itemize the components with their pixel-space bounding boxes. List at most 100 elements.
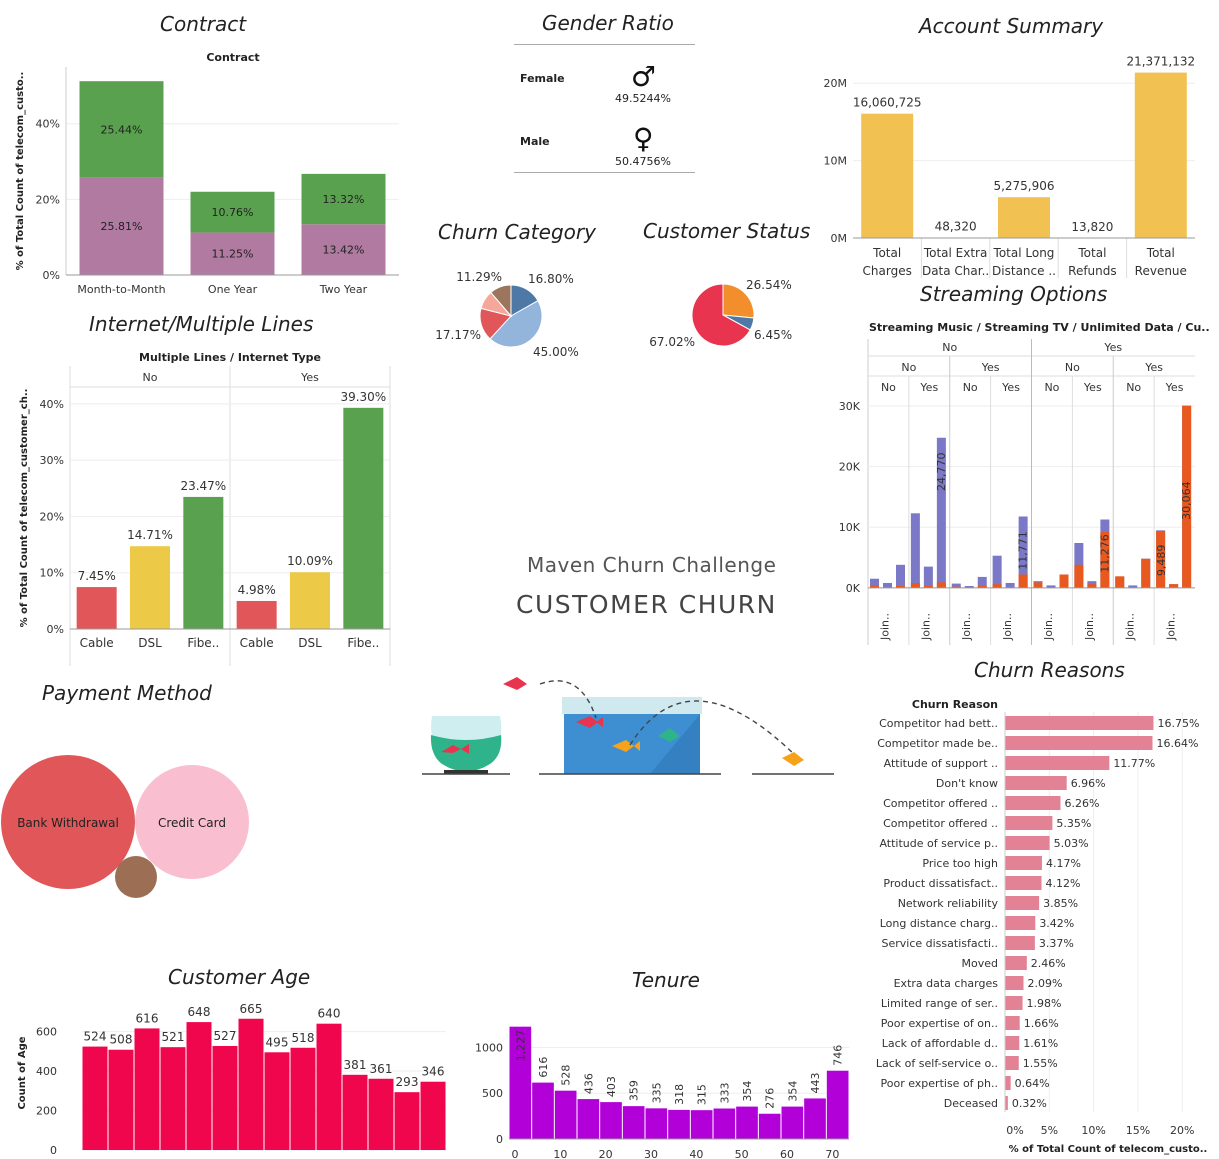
internet-bar bbox=[290, 572, 330, 629]
fishbowl-icon bbox=[430, 716, 502, 774]
streaming-bar-overlay bbox=[977, 586, 987, 588]
contract-bar bbox=[190, 191, 275, 233]
tenure-bar-label: 318 bbox=[673, 1084, 686, 1105]
streaming-bar-overlay bbox=[1018, 574, 1028, 588]
age-bar-label: 346 bbox=[422, 1065, 445, 1079]
streaming-bar-overlay bbox=[936, 582, 946, 588]
internet-x-tick: Fibe.. bbox=[187, 636, 219, 650]
tenure-bar-label: 528 bbox=[560, 1065, 573, 1086]
churn-reasons-category: Price too high bbox=[922, 857, 998, 870]
aquarium-icon bbox=[562, 697, 702, 774]
streaming-bar bbox=[923, 566, 933, 588]
churn-reasons-bar-label: 1.66% bbox=[1024, 1017, 1059, 1030]
tenure-bar bbox=[577, 1099, 600, 1139]
churn-reasons-bar-label: 6.96% bbox=[1071, 777, 1106, 790]
contract-y-tick: 0% bbox=[43, 269, 60, 282]
account-bar bbox=[1134, 72, 1187, 239]
streaming-y-tick: 20K bbox=[839, 461, 861, 474]
churn-reasons-bar-label: 6.26% bbox=[1064, 797, 1099, 810]
streaming-bar bbox=[896, 564, 905, 588]
churn-reasons-x-tick: 20% bbox=[1170, 1124, 1194, 1137]
churn_category-slice-label: 45.00% bbox=[533, 345, 579, 359]
streaming-bar-overlay bbox=[923, 586, 933, 588]
account-bar-label: 5,275,906 bbox=[993, 179, 1054, 193]
churn-reasons-category: Service dissatisfacti.. bbox=[881, 937, 998, 950]
account-bar bbox=[998, 197, 1050, 238]
streaming-level3-label: Yes bbox=[1165, 381, 1184, 394]
churn-reasons-bar bbox=[1005, 856, 1042, 870]
tenure-y-tick: 1000 bbox=[475, 1041, 503, 1054]
age-bar-label: 524 bbox=[84, 1030, 107, 1044]
fish-illustration bbox=[422, 677, 834, 775]
tenure-x-tick: 0 bbox=[512, 1148, 519, 1159]
contract-title: Contract bbox=[160, 12, 247, 36]
contract-bar-label: 25.81% bbox=[101, 220, 143, 233]
churn-reasons-category: Long distance charg.. bbox=[880, 917, 998, 930]
account-bar-label: 16,060,725 bbox=[853, 96, 922, 110]
tenure-x-tick: 50 bbox=[735, 1148, 749, 1159]
age-bar bbox=[212, 1045, 238, 1150]
tenure-y-tick: 500 bbox=[482, 1087, 503, 1100]
churn-reasons-bar bbox=[1005, 796, 1061, 810]
streaming-bar bbox=[964, 586, 974, 588]
account-bar-label: 13,820 bbox=[1071, 220, 1113, 234]
churn-reasons-category: Competitor made be.. bbox=[877, 737, 998, 750]
churn-reasons-bar bbox=[1005, 916, 1036, 930]
streaming-level2-label: Yes bbox=[981, 361, 1000, 374]
churn-reasons-category: Lack of self-service o.. bbox=[876, 1057, 998, 1070]
gender-row-value: 50.4756% bbox=[615, 155, 671, 168]
streaming-bar-overlay bbox=[992, 584, 1002, 588]
churn-reasons-bar-label: 16.75% bbox=[1157, 717, 1199, 730]
account-x-tick: Total Long bbox=[993, 246, 1055, 260]
churn-reasons-bar bbox=[1005, 876, 1042, 890]
streaming-level2-label: No bbox=[1065, 361, 1080, 374]
internet-y-tick: 0% bbox=[47, 623, 64, 636]
streaming-bar-label: 11,771 bbox=[1017, 531, 1030, 570]
payment-bubble bbox=[1, 755, 135, 889]
age-bar-label: 518 bbox=[292, 1031, 315, 1045]
internet-bar bbox=[76, 587, 117, 629]
age-bar bbox=[316, 1023, 342, 1150]
jumping-fish-icon bbox=[782, 752, 804, 766]
customer_status-slice bbox=[722, 283, 755, 319]
churn_category-slice-label: 17.17% bbox=[435, 328, 481, 342]
streaming-level3-label: Yes bbox=[1001, 381, 1020, 394]
churn-reasons-bar bbox=[1005, 836, 1050, 850]
streaming-chart-title: Streaming Music / Streaming TV / Unlimit… bbox=[869, 321, 1210, 334]
streaming-bar-overlay bbox=[1156, 530, 1166, 588]
streaming-bar bbox=[992, 555, 1002, 588]
tenure-bar-label: 746 bbox=[832, 1045, 845, 1066]
churn-reasons-category: Poor expertise of on.. bbox=[881, 1017, 998, 1030]
internet-chart-title: Multiple Lines / Internet Type bbox=[139, 351, 321, 364]
internet-x-tick: DSL bbox=[138, 636, 162, 650]
age-y-tick: 400 bbox=[36, 1065, 57, 1078]
payment-title: Payment Method bbox=[42, 681, 212, 705]
internet-x-tick: Fibe.. bbox=[347, 636, 379, 650]
tenure-bar-label: 359 bbox=[628, 1080, 641, 1101]
account-y-tick: 10M bbox=[824, 155, 848, 168]
churn-reasons-category: Attitude of support .. bbox=[884, 757, 998, 770]
tenure-y-tick: 0 bbox=[496, 1133, 503, 1146]
internet-y-tick: 20% bbox=[40, 510, 64, 523]
streaming-x-tick: Join.. bbox=[1001, 613, 1014, 641]
churn-reasons-category: Attitude of service p.. bbox=[879, 837, 998, 850]
age-bar-label: 640 bbox=[318, 1007, 341, 1021]
age-y-axis-label: Count of Age bbox=[17, 1036, 28, 1109]
age-y-tick: 0 bbox=[50, 1144, 57, 1157]
churn-reasons-bar bbox=[1005, 1076, 1011, 1090]
churn-reasons-bar-label: 11.77% bbox=[1113, 757, 1155, 770]
tenure-bar bbox=[668, 1109, 690, 1139]
churn-reasons-bar-label: 4.12% bbox=[1046, 877, 1081, 890]
customer_status-slice bbox=[691, 283, 751, 347]
tenure-bar bbox=[645, 1108, 668, 1139]
churn-reasons-bar bbox=[1005, 996, 1023, 1010]
age-bar bbox=[290, 1047, 316, 1150]
contract-y-tick: 40% bbox=[36, 118, 60, 131]
account-bar bbox=[861, 113, 914, 238]
tenure-bar bbox=[600, 1102, 622, 1139]
streaming-x-tick: Join.. bbox=[1165, 613, 1178, 641]
churn-reasons-category: Limited range of ser.. bbox=[881, 997, 998, 1010]
streaming-x-tick: Join.. bbox=[878, 613, 891, 641]
tenure-bar bbox=[804, 1098, 826, 1139]
churn_category-slice-label: 16.80% bbox=[528, 272, 574, 286]
